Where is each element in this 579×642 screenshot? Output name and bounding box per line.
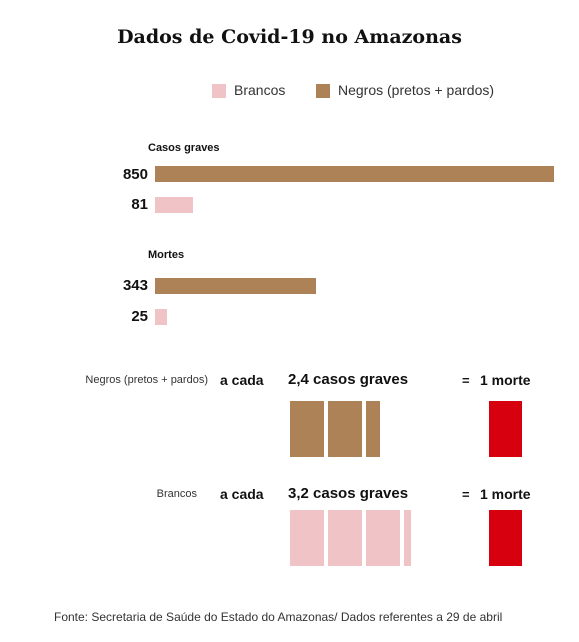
case-block	[366, 510, 400, 566]
bar-mortes-negros	[155, 278, 316, 294]
ratio-blocks-negros	[290, 401, 450, 457]
ratio-group-label-negros: Negros (pretos + pardos)	[85, 374, 208, 386]
bar-casos-graves-negros	[155, 166, 554, 182]
legend-swatch-negros	[316, 84, 330, 98]
ratio-casos-text-negros: 2,4 casos graves	[288, 371, 409, 388]
legend: Brancos Negros (pretos + pardos)	[0, 80, 579, 102]
ratio-morte-text-negros: 1 morte	[480, 372, 531, 388]
legend-label-negros: Negros (pretos + pardos)	[338, 82, 495, 98]
case-block	[290, 510, 324, 566]
source-note: Fonte: Secretaria de Saúde do Estado do …	[54, 610, 503, 624]
value-label-casos-negros: 850	[122, 166, 148, 183]
bar-mortes-brancos	[155, 309, 167, 325]
ratio-group-label-brancos: Brancos	[156, 488, 197, 500]
value-label-casos-brancos: 81	[131, 196, 148, 213]
case-block	[328, 401, 362, 457]
legend-swatch-brancos	[212, 84, 226, 98]
bar-casos-graves-brancos	[155, 197, 193, 213]
ratio-casos-text-brancos: 3,2 casos graves	[288, 485, 409, 502]
ratio-equals-brancos: =	[462, 487, 470, 502]
value-label-mortes-negros: 343	[122, 277, 148, 294]
ratio-a-cada-negros: a cada	[220, 372, 264, 388]
section-label-mortes: Mortes	[148, 249, 185, 261]
ratio-a-cada-brancos: a cada	[220, 486, 264, 502]
case-block	[290, 401, 324, 457]
morte-block-negros	[489, 401, 522, 457]
ratio-equals-negros: =	[462, 373, 470, 388]
ratio-blocks-brancos	[290, 510, 450, 566]
section-label-casos-graves: Casos graves	[148, 142, 220, 154]
ratio-morte-text-brancos: 1 morte	[480, 486, 531, 502]
case-block	[404, 510, 411, 566]
legend-label-brancos: Brancos	[234, 82, 286, 98]
chart-title: Dados de Covid-19 no Amazonas	[117, 26, 462, 48]
value-label-mortes-brancos: 25	[131, 308, 148, 325]
case-block	[328, 510, 362, 566]
case-block	[366, 401, 380, 457]
morte-block-brancos	[489, 510, 522, 566]
